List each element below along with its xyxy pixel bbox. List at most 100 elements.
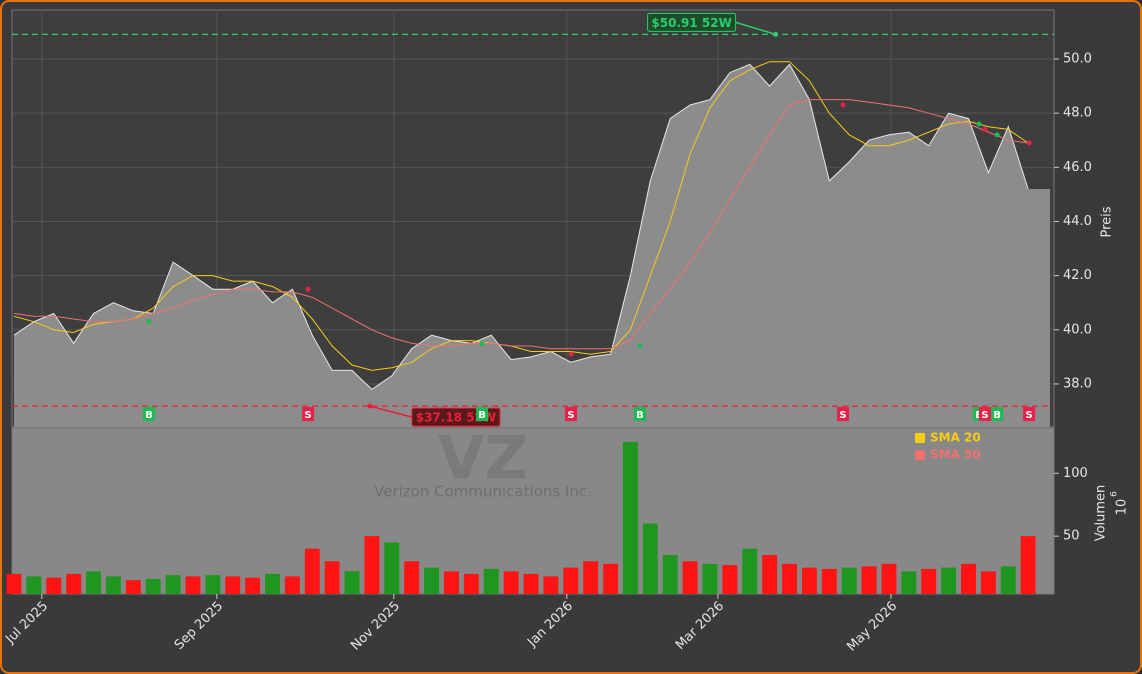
volume-bar [86,571,101,594]
legend-swatch [915,450,925,460]
volume-bar [384,542,400,594]
volume-bar [125,580,141,594]
volume-bar [662,555,678,594]
signal-dot [994,132,1000,138]
signal-label: B [478,410,486,421]
volume-bar [284,576,300,594]
volume-bar [185,576,201,594]
volume-bar [762,555,778,594]
volume-bar [583,561,599,594]
volume-bar [682,561,698,594]
y-tick-label: 100 [1063,466,1088,481]
signal-badge [476,407,489,421]
volume-bar [6,573,22,594]
annotation-box [647,12,737,32]
plot-layer: Jul 2025 Sep 2025 Nov 2025 Jan 2026 Mar 2026… [2,10,1092,655]
volume-bar [563,567,579,594]
volume-scale-base: 10 [1115,499,1130,516]
volume-bar [961,563,976,594]
volume-bar [941,567,957,594]
signal-dot [305,286,311,292]
volume-bar [463,573,479,594]
y-tick-label: 48.0 [1063,106,1092,121]
signal-label: B [145,410,153,421]
signal-label: S [1026,410,1033,421]
y-tick-label: 40.0 [1063,322,1092,337]
volume-bar [265,573,280,594]
annotation-tip [367,403,373,409]
signal-badge [143,407,156,421]
volume-bar [821,568,837,594]
signal-badge [564,407,577,421]
volume-bar [980,571,996,594]
annotation-label: $37.18 52W [416,411,496,425]
volume-bar [503,571,519,594]
legend-swatch [915,433,925,443]
volume-bar [26,576,42,594]
volume-bar [702,563,718,594]
volume-bar [622,441,638,594]
volume-bar [841,567,857,594]
volume-bar [205,575,221,594]
signal-badge [302,407,315,421]
volume-bar [603,563,619,594]
watermark-name: Verizon Communications Inc. [374,483,592,501]
signal-badge [978,407,991,421]
signal-label: S [304,410,311,421]
volume-bar [424,567,440,594]
volume-bar [801,567,817,594]
volume-bar [225,576,241,594]
volume-bar [404,561,420,594]
y-tick-label: 50 [1063,529,1080,544]
volume-bar [881,563,897,594]
volume-bar [344,571,360,594]
annotation-label: $50.91 52W [651,16,731,30]
signal-label: B [636,410,644,421]
sma-line [13,61,1029,371]
volume-bar [105,576,121,594]
annotation-arrow [369,405,413,418]
price-axis-label: Preis [1100,206,1115,237]
volume-axis-label: Volumen [1094,485,1109,542]
signal-badge [633,407,646,421]
signal-badge [1023,407,1036,421]
signal-badge [991,407,1004,421]
volume-bar [861,566,877,594]
volume-bar [782,563,797,594]
price-area [13,64,1051,428]
y-tick-label: 38.0 [1063,376,1092,391]
signal-dot [146,319,152,325]
signal-label: S [839,410,846,421]
signal-label: S [567,410,574,421]
volume-bar [1000,566,1016,594]
volume-scale-exp: 6 [1110,491,1120,497]
sma-line [13,99,1029,350]
volume-bar [444,571,459,594]
y-tick-label: 46.0 [1063,160,1092,175]
signal-dot [840,102,846,108]
signal-label: B [993,410,1001,421]
y-tick-label: 50.0 [1063,52,1092,67]
volume-bar [145,578,161,594]
volume-bar [364,536,380,594]
signal-badge [837,407,850,421]
annotation-arrow [735,21,776,36]
volume-panel [11,427,1055,595]
volume-bar [483,568,499,594]
watermark-ticker: VZ [438,424,528,494]
volume-bar [46,577,62,594]
volume-bar [722,565,738,594]
price-line [13,63,1029,391]
signal-dot [568,351,574,357]
volume-bar [523,573,539,594]
legend-label: SMA 50 [930,448,981,462]
y-tick-label: 42.0 [1063,268,1092,283]
volume-bar [543,576,559,594]
signal-dot [637,343,643,349]
volume-bar [304,548,320,594]
signal-dot [982,126,988,132]
y-tick-label: 44.0 [1063,214,1092,229]
legend-label: SMA 20 [930,431,981,445]
volume-bar [324,561,340,594]
